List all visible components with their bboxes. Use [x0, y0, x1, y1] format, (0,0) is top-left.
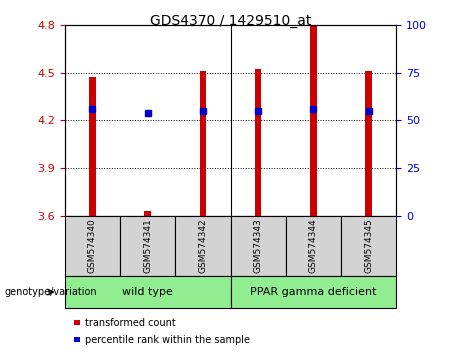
Bar	[144, 211, 151, 216]
Bar	[65, 276, 230, 308]
Bar	[65, 216, 120, 276]
Text: percentile rank within the sample: percentile rank within the sample	[85, 335, 250, 345]
Bar	[366, 71, 372, 216]
Text: wild type: wild type	[122, 287, 173, 297]
Bar	[310, 25, 317, 216]
Text: PPAR gamma deficient: PPAR gamma deficient	[250, 287, 377, 297]
Bar	[89, 78, 95, 216]
Bar	[200, 71, 206, 216]
Bar	[230, 276, 396, 308]
Bar	[341, 216, 396, 276]
Text: GSM574343: GSM574343	[254, 219, 263, 273]
Text: genotype/variation: genotype/variation	[5, 287, 97, 297]
Text: GSM574344: GSM574344	[309, 219, 318, 273]
Text: GSM574340: GSM574340	[88, 219, 97, 273]
Bar	[175, 216, 230, 276]
Text: GSM574342: GSM574342	[198, 219, 207, 273]
Text: GDS4370 / 1429510_at: GDS4370 / 1429510_at	[150, 14, 311, 28]
Bar	[286, 216, 341, 276]
Bar	[120, 216, 175, 276]
Bar	[230, 216, 286, 276]
Text: transformed count: transformed count	[85, 318, 176, 328]
Text: GSM574345: GSM574345	[364, 219, 373, 273]
Text: GSM574341: GSM574341	[143, 219, 152, 273]
Bar	[74, 337, 80, 342]
Bar	[74, 320, 80, 325]
Bar	[255, 69, 261, 216]
